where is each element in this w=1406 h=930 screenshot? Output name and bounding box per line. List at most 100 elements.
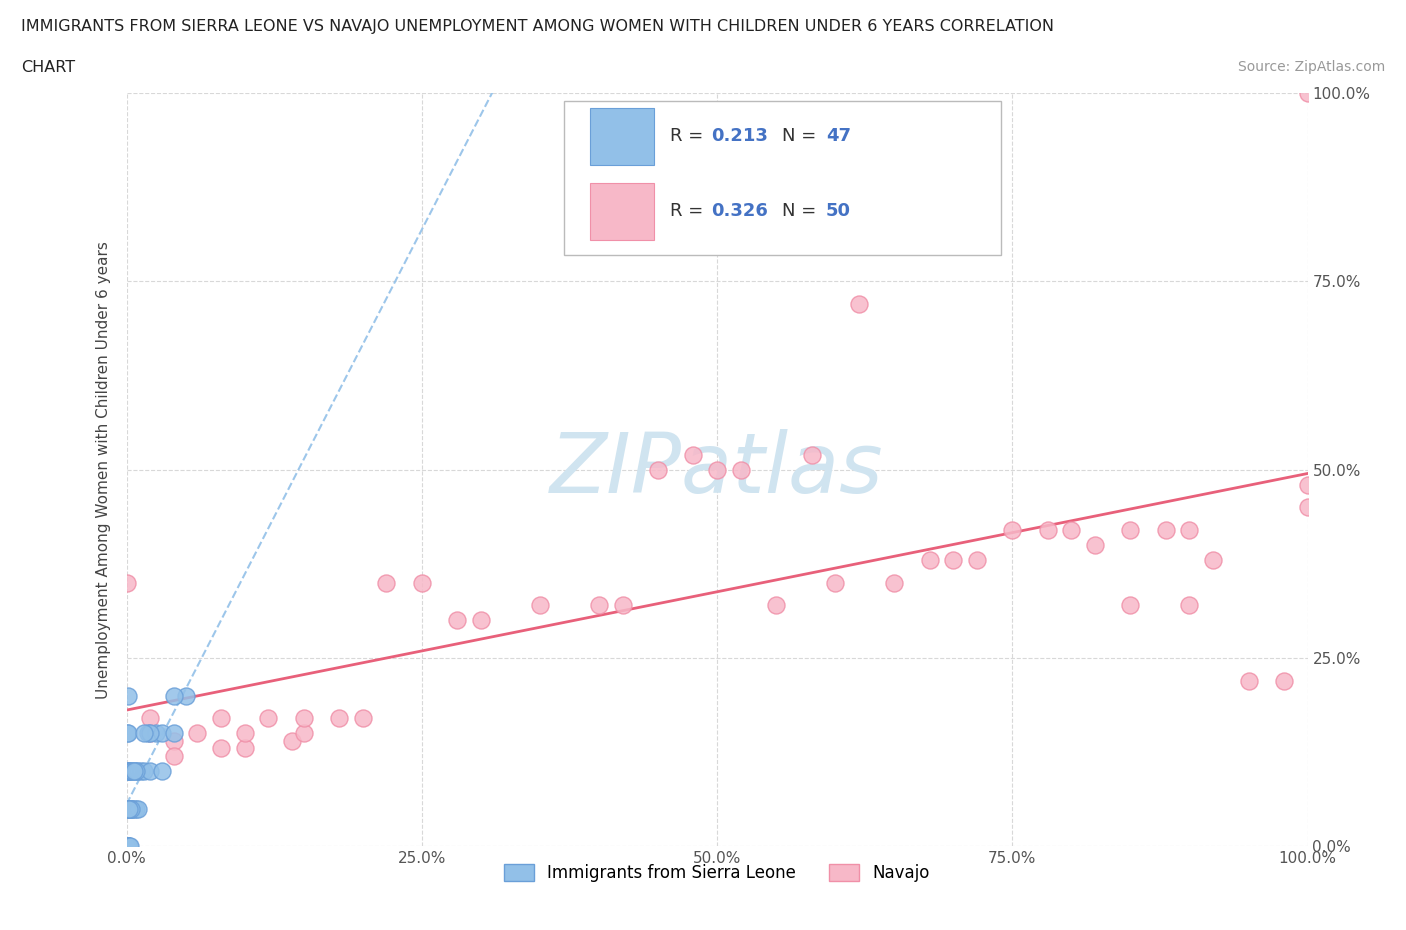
Text: N =: N = [782, 202, 823, 220]
Point [150, 764, 173, 778]
Point [125, 764, 148, 778]
Point [824, 575, 846, 591]
Point [612, 598, 634, 613]
Point [292, 726, 315, 741]
Point [120, 802, 142, 817]
Point [115, 764, 138, 778]
Point [730, 462, 752, 477]
Point [127, 764, 149, 778]
Point [139, 764, 162, 778]
Point [163, 688, 186, 703]
Point [134, 764, 156, 778]
Text: R =: R = [669, 126, 709, 145]
Point [134, 726, 156, 741]
Point [446, 613, 468, 628]
Point [883, 575, 905, 591]
Point [163, 749, 186, 764]
Point [127, 802, 149, 817]
FancyBboxPatch shape [589, 108, 654, 165]
Text: R =: R = [669, 202, 709, 220]
Point [918, 552, 941, 567]
FancyBboxPatch shape [589, 183, 654, 240]
Point [117, 839, 139, 854]
Point [1001, 523, 1024, 538]
Point [115, 802, 138, 817]
Point [588, 598, 610, 613]
Point [765, 598, 787, 613]
Text: Source: ZipAtlas.com: Source: ZipAtlas.com [1237, 60, 1385, 74]
Point [186, 726, 208, 741]
FancyBboxPatch shape [564, 100, 1001, 255]
Point [328, 711, 350, 725]
Point [966, 552, 988, 567]
Point [145, 726, 167, 741]
Point [118, 802, 141, 817]
Point [1237, 673, 1260, 688]
Point [120, 839, 142, 854]
Point [139, 711, 162, 725]
Point [115, 839, 138, 854]
Point [139, 726, 162, 741]
Point [117, 764, 139, 778]
Text: 47: 47 [825, 126, 851, 145]
Point [233, 726, 256, 741]
Point [115, 839, 138, 854]
Point [115, 575, 138, 591]
Point [150, 726, 173, 741]
Point [682, 447, 704, 462]
Point [257, 711, 280, 725]
Text: 50: 50 [825, 202, 851, 220]
Point [120, 802, 142, 817]
Point [1296, 86, 1319, 100]
Point [1036, 523, 1059, 538]
Point [115, 764, 138, 778]
Text: N =: N = [782, 126, 823, 145]
Point [352, 711, 374, 725]
Point [122, 802, 145, 817]
Point [117, 688, 139, 703]
Point [1154, 523, 1177, 538]
Point [115, 839, 138, 854]
Point [121, 764, 143, 778]
Point [233, 741, 256, 756]
Point [281, 734, 304, 749]
Point [942, 552, 965, 567]
Point [120, 802, 142, 817]
Point [1119, 523, 1142, 538]
Point [209, 711, 232, 725]
Point [800, 447, 823, 462]
Point [706, 462, 728, 477]
Point [1178, 523, 1201, 538]
Point [292, 711, 315, 725]
Point [129, 764, 152, 778]
Point [121, 802, 143, 817]
Point [124, 764, 146, 778]
Point [118, 839, 141, 854]
Point [115, 839, 138, 854]
Point [1296, 477, 1319, 492]
Point [115, 839, 138, 854]
Y-axis label: Unemployment Among Women with Children Under 6 years: Unemployment Among Women with Children U… [96, 241, 111, 698]
Text: CHART: CHART [21, 60, 75, 75]
Point [647, 462, 669, 477]
Point [122, 764, 145, 778]
Point [1296, 500, 1319, 515]
Point [209, 741, 232, 756]
Point [117, 726, 139, 741]
Point [163, 734, 186, 749]
Point [117, 839, 139, 854]
Point [115, 726, 138, 741]
Point [136, 726, 159, 741]
Point [1060, 523, 1083, 538]
Text: ZIPatlas: ZIPatlas [550, 429, 884, 511]
Point [1178, 598, 1201, 613]
Point [1202, 552, 1225, 567]
Point [118, 764, 141, 778]
Point [1084, 538, 1107, 552]
Point [120, 764, 142, 778]
Text: 0.213: 0.213 [711, 126, 768, 145]
Point [470, 613, 492, 628]
Point [411, 575, 433, 591]
Point [163, 726, 186, 741]
Point [120, 764, 142, 778]
